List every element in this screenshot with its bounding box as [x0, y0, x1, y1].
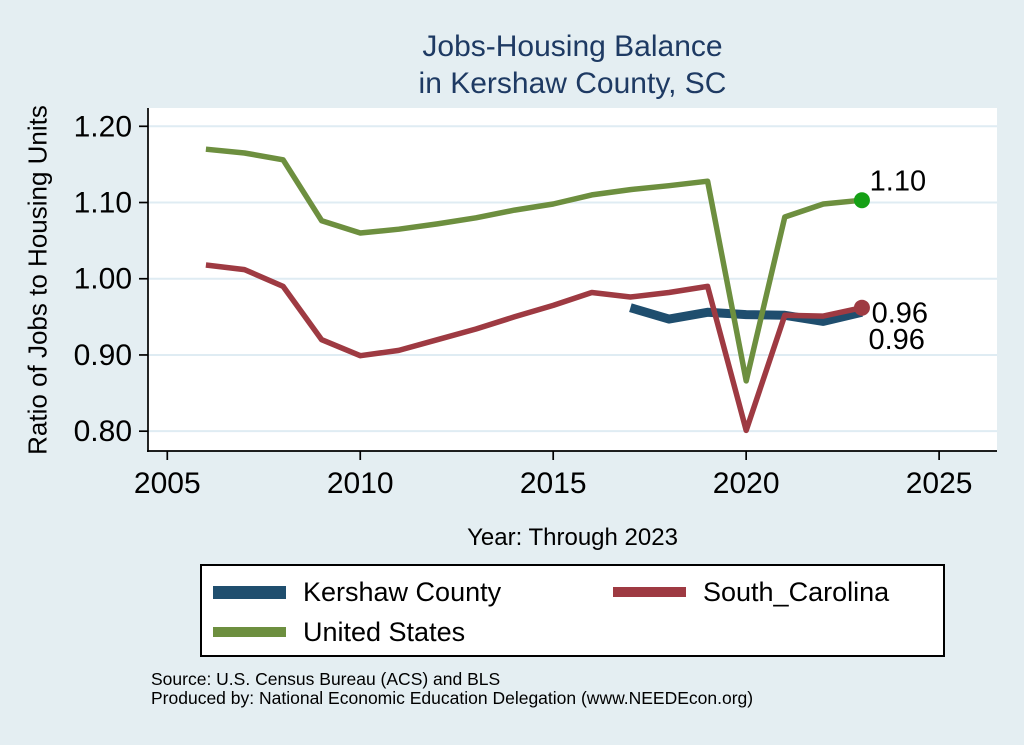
- chart-title-line1: Jobs-Housing Balance: [422, 30, 723, 63]
- source-note: Source: U.S. Census Bureau (ACS) and BLS…: [151, 670, 753, 708]
- source-line1: Source: U.S. Census Bureau (ACS) and BLS: [151, 669, 501, 689]
- legend-label-united-states: United States: [303, 616, 466, 647]
- chart-title: Jobs-Housing Balance in Kershaw County, …: [148, 28, 997, 102]
- y-tick-label: 1.00: [74, 263, 132, 296]
- y-tick-label: 0.90: [74, 339, 132, 372]
- legend-label-south-carolina: South_Carolina: [703, 576, 890, 607]
- legend-swatch-united-states: [213, 627, 286, 637]
- legend-swatch-kershaw-county: [213, 585, 286, 599]
- series-line-kershaw-county: [629, 303, 863, 326]
- legend-item-south-carolina: South_Carolina: [613, 574, 889, 610]
- end-value-label: 0.96: [868, 324, 924, 356]
- x-tick-label: 2005: [134, 467, 201, 500]
- chart-title-line2: in Kershaw County, SC: [418, 67, 727, 100]
- source-line2: Produced by: National Economic Education…: [151, 688, 754, 708]
- y-tick-label: 0.80: [74, 415, 132, 448]
- legend-swatch-south-carolina: [613, 587, 686, 597]
- x-tick-label: 2020: [713, 467, 780, 500]
- series-line-south-carolina: [205, 262, 863, 434]
- y-tick-label: 1.10: [74, 187, 132, 220]
- legend-item-united-states: United States: [213, 614, 465, 650]
- legend-item-kershaw-county: Kershaw County: [213, 574, 501, 610]
- legend: Kershaw County South_Carolina United Sta…: [200, 564, 945, 657]
- legend-label-kershaw-county: Kershaw County: [303, 576, 502, 607]
- end-value-label: 1.10: [870, 165, 926, 197]
- y-tick-label: 1.20: [74, 110, 132, 143]
- x-tick-label: 2015: [520, 467, 587, 500]
- series-line-united-states: [205, 146, 863, 384]
- x-tick-label: 2025: [906, 467, 973, 500]
- x-axis-title: Year: Through 2023: [467, 524, 678, 551]
- end-marker-south-carolina: [853, 299, 870, 316]
- end-marker-united-states: [853, 192, 870, 209]
- end-value-label: 0.96: [872, 297, 928, 329]
- x-tick-label: 2010: [327, 467, 394, 500]
